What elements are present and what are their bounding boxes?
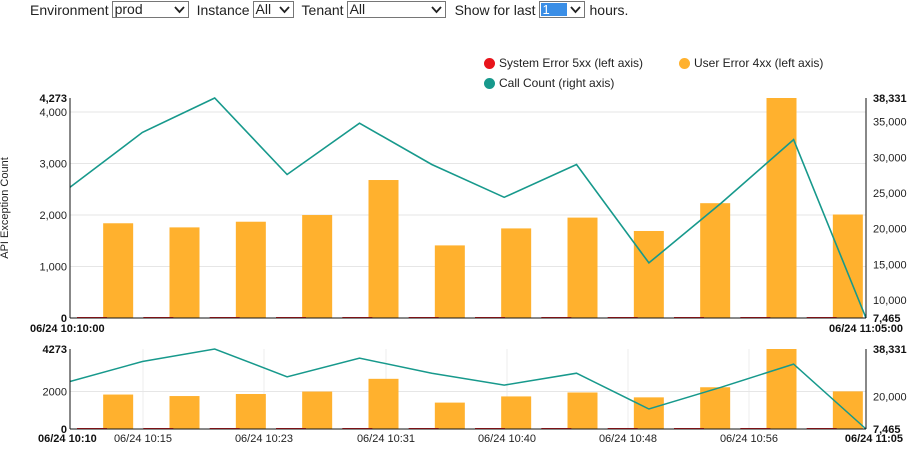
nav-x-tick-label: 06/24 10:10 — [38, 433, 97, 445]
bar-user-error[interactable] — [302, 215, 333, 318]
nav-x-tick-label: 06/24 10:56 — [720, 433, 778, 445]
hours-suffix: hours. — [589, 1, 629, 18]
bar-user-error[interactable] — [567, 217, 598, 318]
tenant-label: Tenant — [301, 1, 344, 18]
right-tick-label: 20,000 — [873, 224, 907, 236]
show-for-last-label: Show for last — [454, 1, 536, 18]
bar-user-error[interactable] — [832, 214, 863, 318]
instance-select[interactable]: All — [252, 1, 294, 18]
nav-bar-user-error — [302, 391, 333, 429]
legend-dot-orange — [679, 57, 690, 69]
legend-dot-teal — [484, 77, 495, 89]
instance-label: Instance — [196, 1, 250, 18]
nav-right-min-label: 7,465 — [873, 424, 901, 436]
nav-bar-user-error — [766, 349, 797, 429]
environment-label: Environment — [30, 1, 109, 18]
bar-user-error[interactable] — [169, 227, 200, 318]
left-tick-label: 4,000 — [39, 107, 67, 119]
left-tick-label: 3,000 — [39, 159, 67, 171]
environment-select[interactable]: prod — [111, 1, 189, 18]
nav-left-tick-label: 0 — [61, 424, 67, 436]
left-tick-label: 0 — [61, 313, 67, 325]
nav-right-tick-label: 20,000 — [873, 392, 907, 404]
right-min-label: 7,465 — [873, 313, 901, 325]
right-tick-label: 15,000 — [873, 259, 907, 271]
nav-bar-user-error — [501, 396, 532, 429]
nav-right-max-label: 38,331 — [873, 344, 907, 356]
bar-user-error[interactable] — [235, 221, 266, 318]
legend-item-system-error[interactable]: System Error 5xx (left axis) — [484, 56, 643, 70]
nav-bar-user-error — [567, 392, 598, 429]
legend-label: Call Count (right axis) — [499, 76, 615, 90]
hours-value: 1 — [540, 3, 567, 16]
nav-bar-user-error — [169, 396, 200, 429]
legend-label: System Error 5xx (left axis) — [499, 56, 644, 70]
left-tick-label: 1,000 — [39, 262, 67, 274]
nav-left-max-label: 4273 — [43, 344, 67, 356]
nav-x-tick-label: 06/24 10:31 — [357, 433, 415, 445]
nav-bar-user-error — [103, 394, 134, 429]
bar-user-error[interactable] — [368, 180, 399, 318]
chevron-down-icon — [173, 6, 185, 14]
right-tick-label: 35,000 — [873, 117, 907, 129]
nav-bar-user-error — [368, 378, 399, 429]
environment-value: prod — [114, 1, 143, 17]
bar-user-error[interactable] — [434, 245, 465, 318]
chevron-down-icon — [278, 6, 290, 14]
call-count-line[interactable] — [69, 97, 867, 319]
nav-bar-user-error — [235, 393, 266, 429]
bar-user-error[interactable] — [633, 230, 664, 318]
right-tick-label: 10,000 — [873, 295, 907, 307]
nav-x-tick-label: 06/24 10:48 — [599, 433, 657, 445]
legend-label: User Error 4xx (left axis) — [694, 56, 824, 70]
right-tick-label: 30,000 — [873, 152, 907, 164]
nav-bar-user-error — [434, 402, 465, 429]
nav-bar-user-error — [832, 391, 863, 429]
filter-bar: Environment prod Instance All Tenant All… — [30, 0, 628, 19]
bar-user-error[interactable] — [766, 98, 797, 318]
x-end-label: 06/24 11:05:00 — [829, 323, 903, 335]
bar-user-error[interactable] — [501, 228, 532, 318]
legend-item-call-count[interactable]: Call Count (right axis) — [484, 76, 614, 90]
nav-left-tick-label: 2000 — [43, 387, 67, 399]
nav-x-tick-label: 06/24 10:40 — [478, 433, 536, 445]
chevron-down-icon — [430, 6, 442, 14]
left-max-label: 4,273 — [39, 93, 67, 105]
instance-value: All — [255, 1, 272, 17]
left-tick-label: 2,000 — [39, 210, 67, 222]
tenant-select[interactable]: All — [346, 1, 446, 18]
nav-bar-user-error — [700, 387, 731, 429]
nav-bar-user-error — [633, 397, 664, 429]
right-tick-label: 25,000 — [873, 188, 907, 200]
chevron-down-icon — [569, 6, 581, 14]
bar-user-error[interactable] — [700, 203, 731, 318]
bar-user-error[interactable] — [103, 223, 134, 318]
legend-item-user-error[interactable]: User Error 4xx (left axis) — [679, 56, 823, 70]
nav-x-tick-label: 06/24 11:05 — [845, 433, 903, 445]
right-max-label: 38,331 — [873, 93, 907, 105]
tenant-value: All — [349, 1, 366, 17]
nav-x-tick-label: 06/24 10:23 — [235, 433, 293, 445]
hours-select[interactable]: 1 — [538, 1, 585, 18]
x-start-label: 06/24 10:10:00 — [30, 323, 105, 335]
nav-x-tick-label: 06/24 10:15 — [114, 433, 172, 445]
y-axis-title: API Exception Count — [0, 157, 11, 259]
nav-call-count-line — [69, 348, 867, 430]
legend-dot-red — [484, 57, 495, 69]
